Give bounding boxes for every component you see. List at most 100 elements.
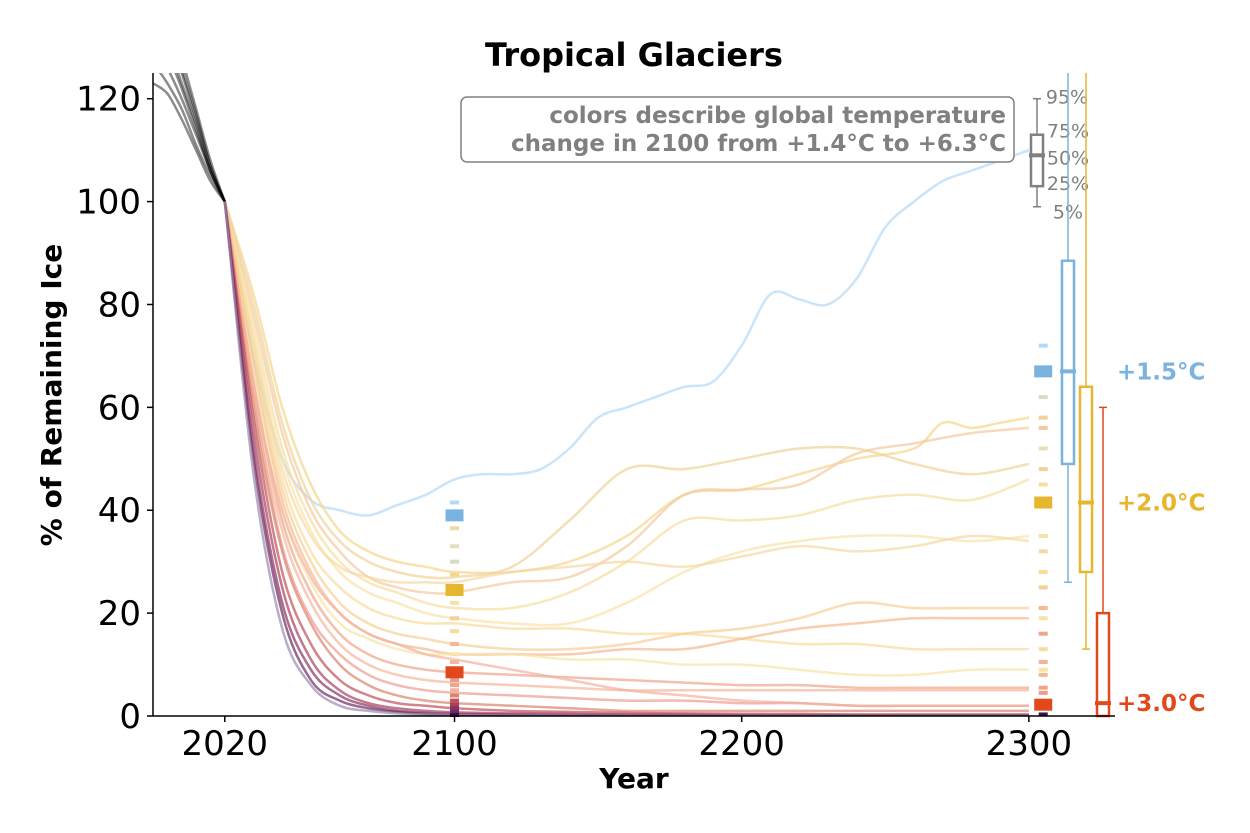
strip-2300-tick-3 xyxy=(1038,425,1048,430)
strip-2100-tick-11 xyxy=(450,677,460,682)
strip-2100-tick-2 xyxy=(450,544,460,549)
historical-line-5 xyxy=(153,82,226,203)
strip-2100-median-0 xyxy=(445,509,464,522)
historical-line-3 xyxy=(168,73,226,203)
projection-line-12 xyxy=(223,201,1029,692)
strip-2300-tick-8 xyxy=(1038,549,1048,554)
projection-line-0 xyxy=(223,149,1030,517)
x-axis-label: Year xyxy=(598,762,669,795)
historical-line-4 xyxy=(158,73,226,203)
annotation: colors describe global temperaturechange… xyxy=(460,96,1015,163)
strip-2300-tick-7 xyxy=(1038,533,1048,538)
projection-line-16 xyxy=(223,201,1029,716)
strip-2100-tick-18 xyxy=(450,709,460,714)
scenario-boxplot-0 xyxy=(1060,73,1076,584)
historical-line-0 xyxy=(184,73,226,203)
historical-line-6 xyxy=(181,73,226,203)
scenario-label-0: +1.5°C xyxy=(1117,359,1205,385)
boxplots: 95%75%50%25%5%+1.5°C+2.0°C+3.0°C xyxy=(1029,73,1205,718)
strip-2300-tick-14 xyxy=(1038,647,1048,652)
historical-line-1 xyxy=(180,73,226,203)
strip-2300-tick-4 xyxy=(1038,446,1048,451)
strip-2100-tick-9 xyxy=(450,652,460,657)
projection-line-1 xyxy=(223,201,1030,575)
x-tick-label-2300: 2300 xyxy=(986,724,1073,764)
strip-2300-tick-1 xyxy=(1038,395,1048,400)
strip-2100-tick-3 xyxy=(450,559,460,564)
projection-line-7 xyxy=(223,201,1029,651)
strip-2100-tick-0 xyxy=(450,500,460,505)
strip-2100-tick-17 xyxy=(450,706,460,711)
strip-2100-median-2 xyxy=(445,666,464,679)
strip-2100-tick-19 xyxy=(450,712,460,717)
distribution-strips xyxy=(445,343,1053,717)
strip-2300-tick-13 xyxy=(1038,631,1048,636)
projection-line-14 xyxy=(223,201,1029,708)
strip-2300-tick-12 xyxy=(1038,616,1048,621)
strip-2100-tick-13 xyxy=(450,688,460,693)
y-axis-label: % of Remaining Ice xyxy=(35,244,68,546)
strip-2300-tick-0 xyxy=(1038,343,1048,348)
projection-line-11 xyxy=(223,201,1029,690)
x-tick-label-2100: 2100 xyxy=(411,724,498,764)
strip-2300-tick-18 xyxy=(1038,685,1048,690)
scenario-boxplot-2 xyxy=(1095,406,1111,718)
projection-line-2 xyxy=(223,201,1030,580)
y-tick-label-100: 100 xyxy=(76,183,141,223)
projection-line-3 xyxy=(223,201,1030,595)
x-tick-label-2020: 2020 xyxy=(182,724,269,764)
scenario-boxplot-1-iqr xyxy=(1078,385,1094,574)
strip-2100-tick-15 xyxy=(450,698,460,703)
projection-line-10 xyxy=(223,201,1029,677)
projection-line-13 xyxy=(223,201,1029,708)
scenario-label-2: +3.0°C xyxy=(1117,691,1205,717)
strip-2300-median-1 xyxy=(1034,496,1053,509)
strip-2100-tick-8 xyxy=(450,641,460,646)
strip-2300-tick-9 xyxy=(1038,569,1048,574)
projection-line-9 xyxy=(223,201,1029,656)
strip-2300-tick-19 xyxy=(1038,690,1048,695)
strip-2100-tick-4 xyxy=(450,572,460,577)
strip-2300-tick-2 xyxy=(1038,415,1048,420)
strip-2100-median-1 xyxy=(445,583,464,596)
projection-line-4 xyxy=(223,201,1030,611)
strip-2300-median-0 xyxy=(1034,365,1053,378)
strip-2100-tick-16 xyxy=(450,702,460,707)
y-tick-label-20: 20 xyxy=(98,594,141,634)
strip-2300-tick-21 xyxy=(1038,712,1048,717)
annotation-line-0: colors describe global temperature xyxy=(549,103,1006,129)
strip-2300-tick-15 xyxy=(1038,659,1048,664)
legend-boxplot-iqr xyxy=(1029,133,1045,188)
strip-2100-tick-14 xyxy=(450,693,460,698)
legend-boxplot xyxy=(1029,97,1045,208)
chart-title: Tropical Glaciers xyxy=(485,36,783,74)
axes: 0 20 40 60 80 100 120 2020 2100 2200 2300 xyxy=(76,73,1115,764)
y-tick-label-60: 60 xyxy=(98,388,141,428)
strip-2100-tick-12 xyxy=(450,683,460,688)
scenario-boxplot-1 xyxy=(1078,73,1094,650)
annotation-line-1: change in 2100 from +1.4°C to +6.3°C xyxy=(511,131,1006,157)
projection-line-5 xyxy=(223,201,1030,627)
y-tick-label-120: 120 xyxy=(76,80,141,120)
y-tick-label-80: 80 xyxy=(98,285,141,325)
strip-2300-median-2 xyxy=(1034,698,1053,711)
strip-2100-tick-7 xyxy=(450,629,460,634)
scenario-boxplot-0-iqr xyxy=(1060,259,1076,466)
percentile-label-p95: 95% xyxy=(1046,87,1088,109)
projection-line-8 xyxy=(223,201,1029,652)
x-tick-label-2200: 2200 xyxy=(698,724,785,764)
scenario-label-1: +2.0°C xyxy=(1117,491,1205,517)
historical-line-2 xyxy=(174,73,226,203)
series-lines xyxy=(153,73,1030,716)
strip-2300-tick-16 xyxy=(1038,667,1048,672)
y-tick-label-40: 40 xyxy=(98,491,141,531)
strip-2100-tick-5 xyxy=(450,600,460,605)
y-tick-label-0: 0 xyxy=(119,697,141,737)
historical-line-7 xyxy=(176,73,226,203)
strip-2300-tick-6 xyxy=(1038,482,1048,487)
strip-2100-tick-1 xyxy=(450,526,460,531)
strip-2300-tick-5 xyxy=(1038,467,1048,472)
scenario-boxplot-2-iqr xyxy=(1095,611,1111,718)
projection-line-6 xyxy=(223,201,1030,585)
